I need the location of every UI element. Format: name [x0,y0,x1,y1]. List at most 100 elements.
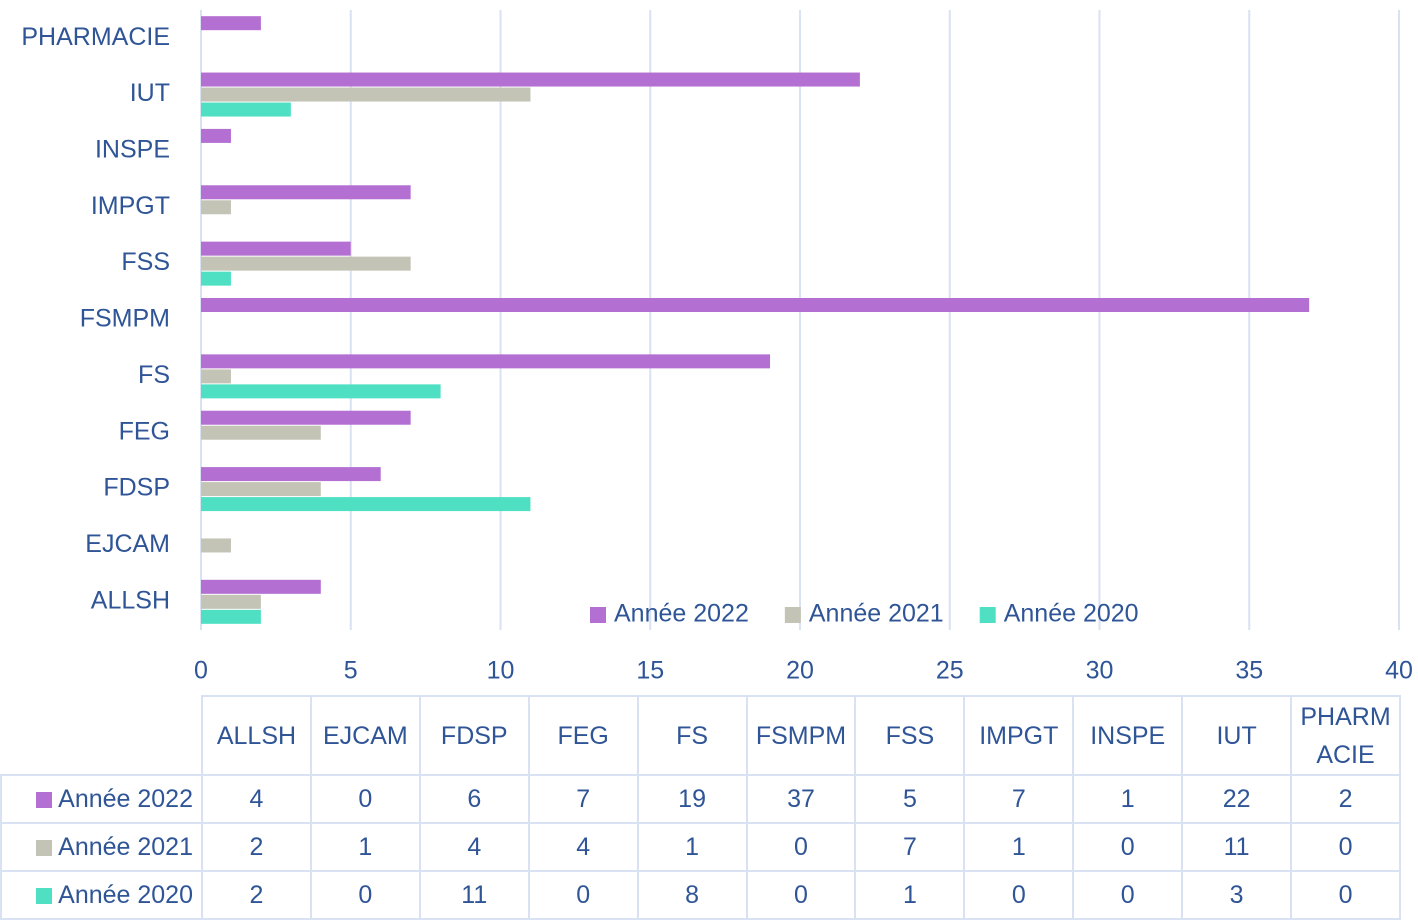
table-header-cell: PHARMACIE [1290,695,1401,776]
y-tick-label: FDSP [103,474,170,502]
table-corner [1,696,202,775]
bar [201,482,321,497]
bar [201,72,860,87]
legend-label: Année 2020 [1004,600,1139,628]
table-row: Année 2020 2 0 11 0 8 0 1 0 0 3 0 [0,870,1401,920]
bar [201,87,531,102]
bar [201,16,261,31]
x-tick-label: 5 [344,657,358,685]
x-tick-label: 35 [1235,657,1263,685]
table-cell: 3 [1181,870,1293,920]
chart: 0 5 10 15 20 25 30 35 40 ALLSH EJCAM FDSP FEG FS FSMPM… [21,10,1413,685]
table-cell: 4 [418,822,530,872]
table-header-cell: FDSP [418,695,530,776]
y-tick-label: FSMPM [80,305,170,333]
x-tick-label: 0 [194,657,208,685]
bar [201,128,231,143]
table-cell: 0 [1290,822,1401,872]
table-cell: 7 [854,822,966,872]
bar [201,185,411,200]
x-tick-label: 10 [487,657,515,685]
legend-swatch [36,887,53,904]
table-cell: 4 [527,822,639,872]
y-tick-label: FEG [119,417,170,445]
bar [201,594,261,609]
table-cell: 11 [1181,822,1293,872]
table-cell: 6 [418,774,530,824]
legend-swatch [36,791,53,808]
bar [201,369,231,384]
table-row: Année 2021 2 1 4 4 1 0 7 1 0 11 0 [0,822,1401,872]
table-header-row: ALLSH EJCAM FDSP FEG FS FSMPM FSS IMPGT INSPE IUT… [1,695,1401,776]
bar [201,538,231,553]
table-cell: 8 [636,870,748,920]
x-tick-label: 40 [1385,657,1413,685]
bar [201,200,231,215]
table-cell: 0 [527,870,639,920]
y-tick-label: FS [138,361,170,389]
x-tick-label: 20 [786,657,814,685]
table-cell: 7 [963,774,1075,824]
legend-swatch [979,607,996,623]
bar [201,609,261,624]
table-cell: 2 [201,822,312,872]
table-cell: 1 [1072,774,1184,824]
table-cell: 37 [745,774,857,824]
bar [201,579,321,594]
table-cell: 0 [963,870,1075,920]
table-row-key: Année 2022 [0,774,203,824]
bar [201,102,291,117]
x-tick-label: 25 [936,657,964,685]
y-tick-label: IUT [130,79,170,107]
table-cell: 0 [309,774,421,824]
table-cell: 0 [1072,822,1184,872]
table-header-cell: EJCAM [309,695,421,776]
table-row-label: Année 2021 [58,832,193,861]
table-cell: 0 [1072,870,1184,920]
bar [201,271,231,286]
table-cell: 2 [1290,774,1401,824]
legend-label: Année 2022 [614,600,749,628]
y-tick-label: IMPGT [91,192,170,220]
table-row: Année 2022 4 0 6 7 19 37 5 7 1 22 2 [0,774,1401,824]
bar [201,298,1310,312]
table-cell: 1 [636,822,748,872]
table-header-cell: FSMPM [745,695,857,776]
table-header-cell: INSPE [1072,695,1184,776]
table-cell: 4 [201,774,312,824]
bar [201,410,411,425]
table-cell: 1 [854,870,966,920]
table-header-cell: FSS [854,695,966,776]
table-cell: 7 [527,774,639,824]
table-row-key: Année 2020 [0,870,203,920]
bar [201,497,531,512]
table-cell: 11 [418,870,530,920]
bar [201,425,321,440]
table-row-key: Année 2021 [0,822,203,872]
table-cell: 0 [745,870,857,920]
data-table: ALLSH EJCAM FDSP FEG FS FSMPM FSS IMPGT INSPE IUT… [0,695,1401,920]
table-header-cell: ALLSH [201,695,312,776]
table-cell: 1 [309,822,421,872]
y-tick-label: PHARMACIE [21,23,170,51]
bar [201,354,771,369]
legend-swatch [784,607,801,623]
y-tick-label: FSS [121,248,170,276]
table-cell: 1 [963,822,1075,872]
table-header-cell: IUT [1181,695,1293,776]
table-cell: 0 [745,822,857,872]
legend-swatch [36,839,53,856]
bar [201,467,381,482]
bar [201,241,351,256]
x-tick-label: 15 [636,657,664,685]
y-tick-label: INSPE [95,136,170,164]
bar [201,256,411,271]
table-cell: 2 [201,870,312,920]
bar [201,384,441,399]
table-row-label: Année 2022 [58,784,193,813]
x-tick-label: 30 [1086,657,1114,685]
table-header-cell: FEG [527,695,639,776]
table-cell: 0 [1290,870,1401,920]
table-cell: 19 [636,774,748,824]
